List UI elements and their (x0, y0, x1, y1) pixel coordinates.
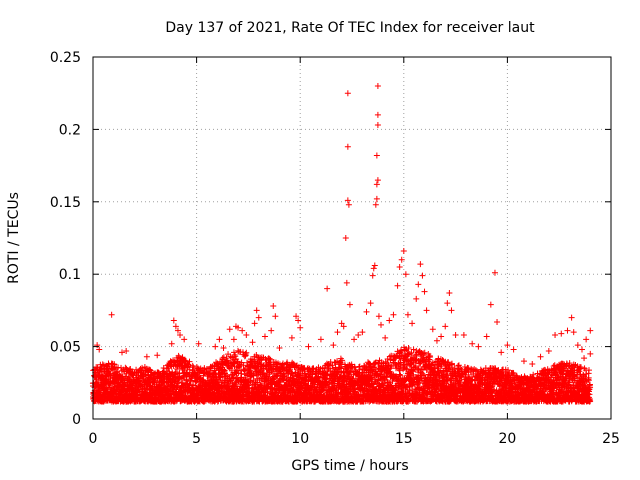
data-point (99, 361, 106, 368)
data-point (139, 364, 146, 371)
data-point (151, 378, 158, 385)
gridlines (93, 57, 611, 419)
data-points (89, 82, 594, 405)
data-point (145, 366, 152, 373)
data-point (156, 371, 163, 378)
